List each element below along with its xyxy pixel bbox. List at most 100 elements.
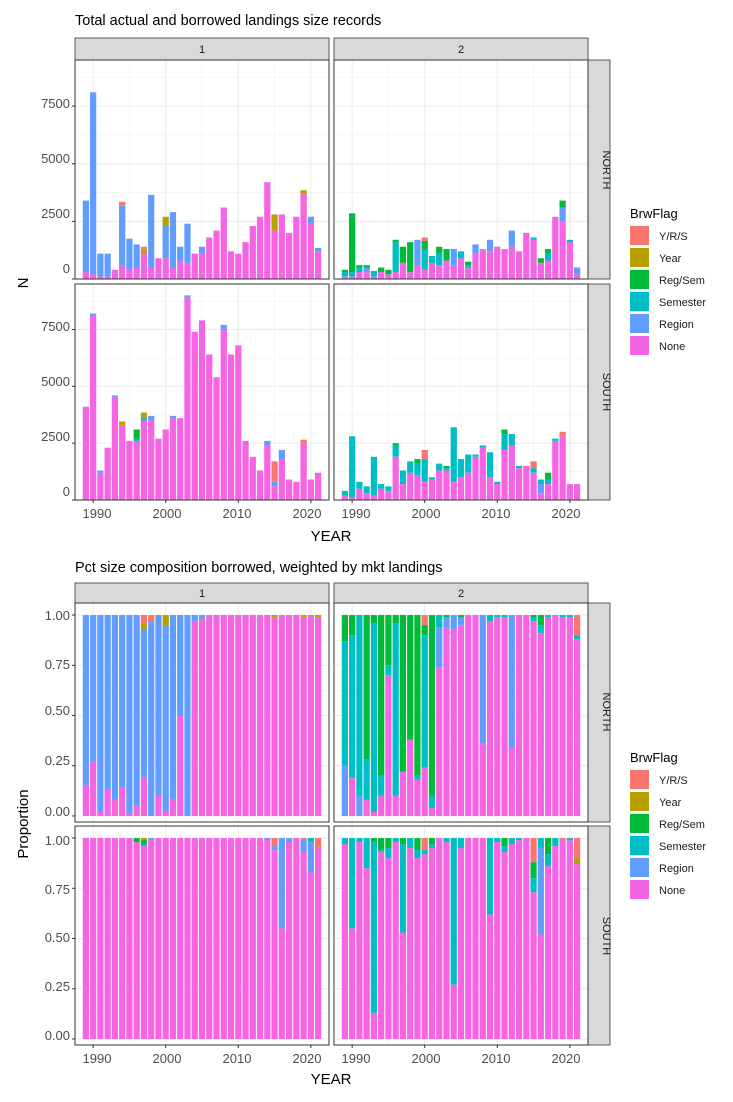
chart1-south-col1-bar-1993-none	[111, 397, 119, 500]
chart2-north-ytick-075: 0.75	[45, 657, 70, 672]
chart2-north-col2-bar-2000-none	[421, 767, 428, 816]
chart2-north-col1-bar-2006-none	[206, 615, 213, 816]
chart2-north-col2-bar-1994-regsem	[378, 615, 385, 776]
chart1-north-col2-bar-1991-none	[356, 272, 363, 279]
chart1-south-col1-bar-2008-none	[220, 329, 227, 500]
chart1-south-col1-bar-1999-none	[155, 438, 162, 500]
chart2-north-col2-bar-2001-regsem	[428, 615, 436, 796]
chart2-south-col1-bar-2004-none	[191, 838, 198, 1039]
chart1-south-col1-bar-1994-none	[119, 424, 126, 500]
chart1-south-col1-bar-1989-none	[82, 406, 90, 500]
chart2-south-col2-bar-2000-semester	[421, 850, 428, 855]
chart2-north-col2-bar-1998-regsem	[407, 615, 414, 740]
chart2-south-col1-bar-1995-none	[126, 838, 133, 1039]
chart1-south-col2-bar-1998-none	[407, 472, 414, 500]
chart1-north-col1-bar-2015-none	[271, 230, 278, 279]
chart1-north-col1-bar-1994-region	[119, 205, 126, 266]
chart2-strip-col2: 2	[458, 588, 464, 600]
chart1-north-col2-bar-2016-regsem	[537, 258, 544, 263]
chart1-south-col2-bar-2002-none	[436, 470, 443, 500]
chart2-north-col2-bar-2013-none	[515, 615, 523, 816]
chart2-south-col2-bar-2014-none	[523, 838, 530, 1039]
chart1-north-ytick-5000: 5000	[41, 151, 70, 166]
chart2-south-col2-bar-2002-none	[436, 838, 443, 1039]
chart1-south-col2-bar-1994-semester	[378, 484, 385, 489]
chart2-north-col2-bar-2017-none	[544, 617, 552, 816]
chart2-north-col2-bar-1998-none	[407, 739, 414, 816]
chart1-south-col2-bar-2012-semester	[508, 434, 515, 446]
chart1-north-col1-bar-2002-none	[177, 260, 184, 279]
chart1-south-col2-bar-2017-semester	[544, 479, 552, 485]
chart1-south-col1-bar-2011-none	[242, 440, 249, 500]
chart1-south-col1-bar-2001-region	[169, 415, 177, 419]
chart2-south-col2-bar-1998-none	[407, 848, 414, 1039]
chart2-south-col1-bar-2012-none	[249, 838, 256, 1039]
chart2-south-col2-bar-2021-none	[573, 864, 581, 1039]
chart1-north-col1-bar-2018-none	[293, 216, 300, 279]
chart2-south-col1-bar-1996-regsem	[133, 838, 140, 843]
chart2-south-col2-bar-1996-semester	[392, 838, 399, 843]
chart1-north-col2-bar-2018-none	[552, 216, 559, 279]
chart2-north-col1-bar-2021-year	[314, 615, 322, 618]
chart2-south-col2-bar-2011-regsem	[501, 838, 508, 847]
chart2-north-col2-bar-2016-semester	[537, 625, 544, 634]
chart1-legend-key-semester	[630, 292, 649, 311]
chart1-south-col1-bar-2006-none	[206, 354, 213, 500]
chart1-north-col1-bar-2013-none	[256, 216, 264, 279]
chart2-north-col1-bar-1993-none	[111, 799, 119, 816]
chart2-north-col2-bar-1999-regsem	[414, 615, 421, 776]
chart1-north-col1-bar-1995-none	[126, 269, 133, 279]
chart1-north-col1-bar-2008-none	[220, 207, 227, 279]
chart1-north-col1-bar-2011-none	[242, 242, 249, 279]
chart1-legend-key-none	[630, 336, 649, 355]
chart2-south-col2-bar-2007-none	[472, 838, 479, 1039]
chart1-north-col1-bar-1990-region	[90, 92, 97, 275]
chart1-south-col1-bar-2007-none	[213, 377, 220, 500]
chart2-north-col1-bar-2013-none	[256, 615, 264, 816]
chart1-south-col2-bar-1994-none	[378, 488, 385, 500]
chart2-south-col2-bar-2015-regsem	[530, 862, 537, 879]
chart1-north-col2-bar-2000-semester	[421, 249, 428, 270]
chart2-north-col2-bar-2012-region	[508, 615, 515, 748]
chart1-north-col2-bar-2012-region	[508, 230, 515, 247]
chart1-south-col2-bar-2013-none	[515, 468, 523, 500]
chart2-south-col2-bar-1997-semester	[399, 844, 407, 933]
chart1-south-col1-bar-1993-region	[111, 395, 119, 398]
chart2-north-col2-bar-2004-region	[450, 615, 457, 630]
chart2-south-col2-bar-2012-none	[508, 844, 515, 1039]
chart1-south-col2-bar-2015-yrs	[530, 461, 537, 469]
chart1-south-col2-bar-1999-semester	[414, 463, 421, 475]
chart2-north-col2-bar-2002-semester	[436, 615, 443, 628]
chart2-south-col1-bar-2010-none	[235, 838, 242, 1039]
chart1-south-col2-bar-2021-none	[573, 484, 581, 500]
chart2-south-col2-bar-2000-none	[421, 854, 428, 1039]
chart1-south-col1-bar-1996-semester	[133, 438, 140, 441]
chart1-north-col1-bar-1996-none	[133, 267, 140, 279]
chart1-north-col1-bar-1991-region	[97, 253, 104, 277]
chart1-south-col2-bar-2018-none	[552, 440, 559, 500]
chart2-north-col1-bar-1990-region	[90, 615, 97, 762]
chart1-north-col2-bar-2009-none	[486, 251, 494, 279]
chart1-north-col1-bar-2005-region	[198, 246, 206, 254]
chart2-north-col2-bar-2005-none	[457, 625, 465, 816]
chart1-col2-xtick-2000: 2000	[412, 506, 441, 521]
chart2-north-col2-bar-1995-regsem	[385, 615, 392, 666]
chart2-south-col2-bar-2018-none	[552, 846, 559, 1039]
chart1-legend-key-region	[630, 314, 649, 333]
chart2-north-col2-bar-2002-none	[436, 667, 443, 816]
chart2-col1-xtick-1990: 1990	[83, 1051, 112, 1066]
chart2-south-col1-bar-1997-semester	[140, 844, 148, 847]
chart1-south-col2-bar-2018-semester	[552, 438, 559, 441]
chart1-south-col1-bar-2009-none	[227, 354, 235, 500]
chart1-col2-xtick-2010: 2010	[482, 506, 511, 521]
chart2-north-col2-bar-2002-region	[436, 627, 443, 668]
chart2-south-col2-bar-2011-none	[501, 852, 508, 1039]
chart1-north-col2-bar-1991-regsem	[356, 265, 363, 268]
chart1-south-col1-bar-2018-none	[293, 481, 300, 500]
chart2-north-col2-bar-1999-none	[414, 779, 421, 816]
chart2-south-col2-bar-1995-none	[385, 858, 392, 1039]
chart1-south-col1-bar-2020-none	[307, 479, 314, 500]
chart1-legend-label-region: Region	[659, 319, 694, 331]
chart1-north-col2-bar-2009-region	[486, 239, 494, 252]
